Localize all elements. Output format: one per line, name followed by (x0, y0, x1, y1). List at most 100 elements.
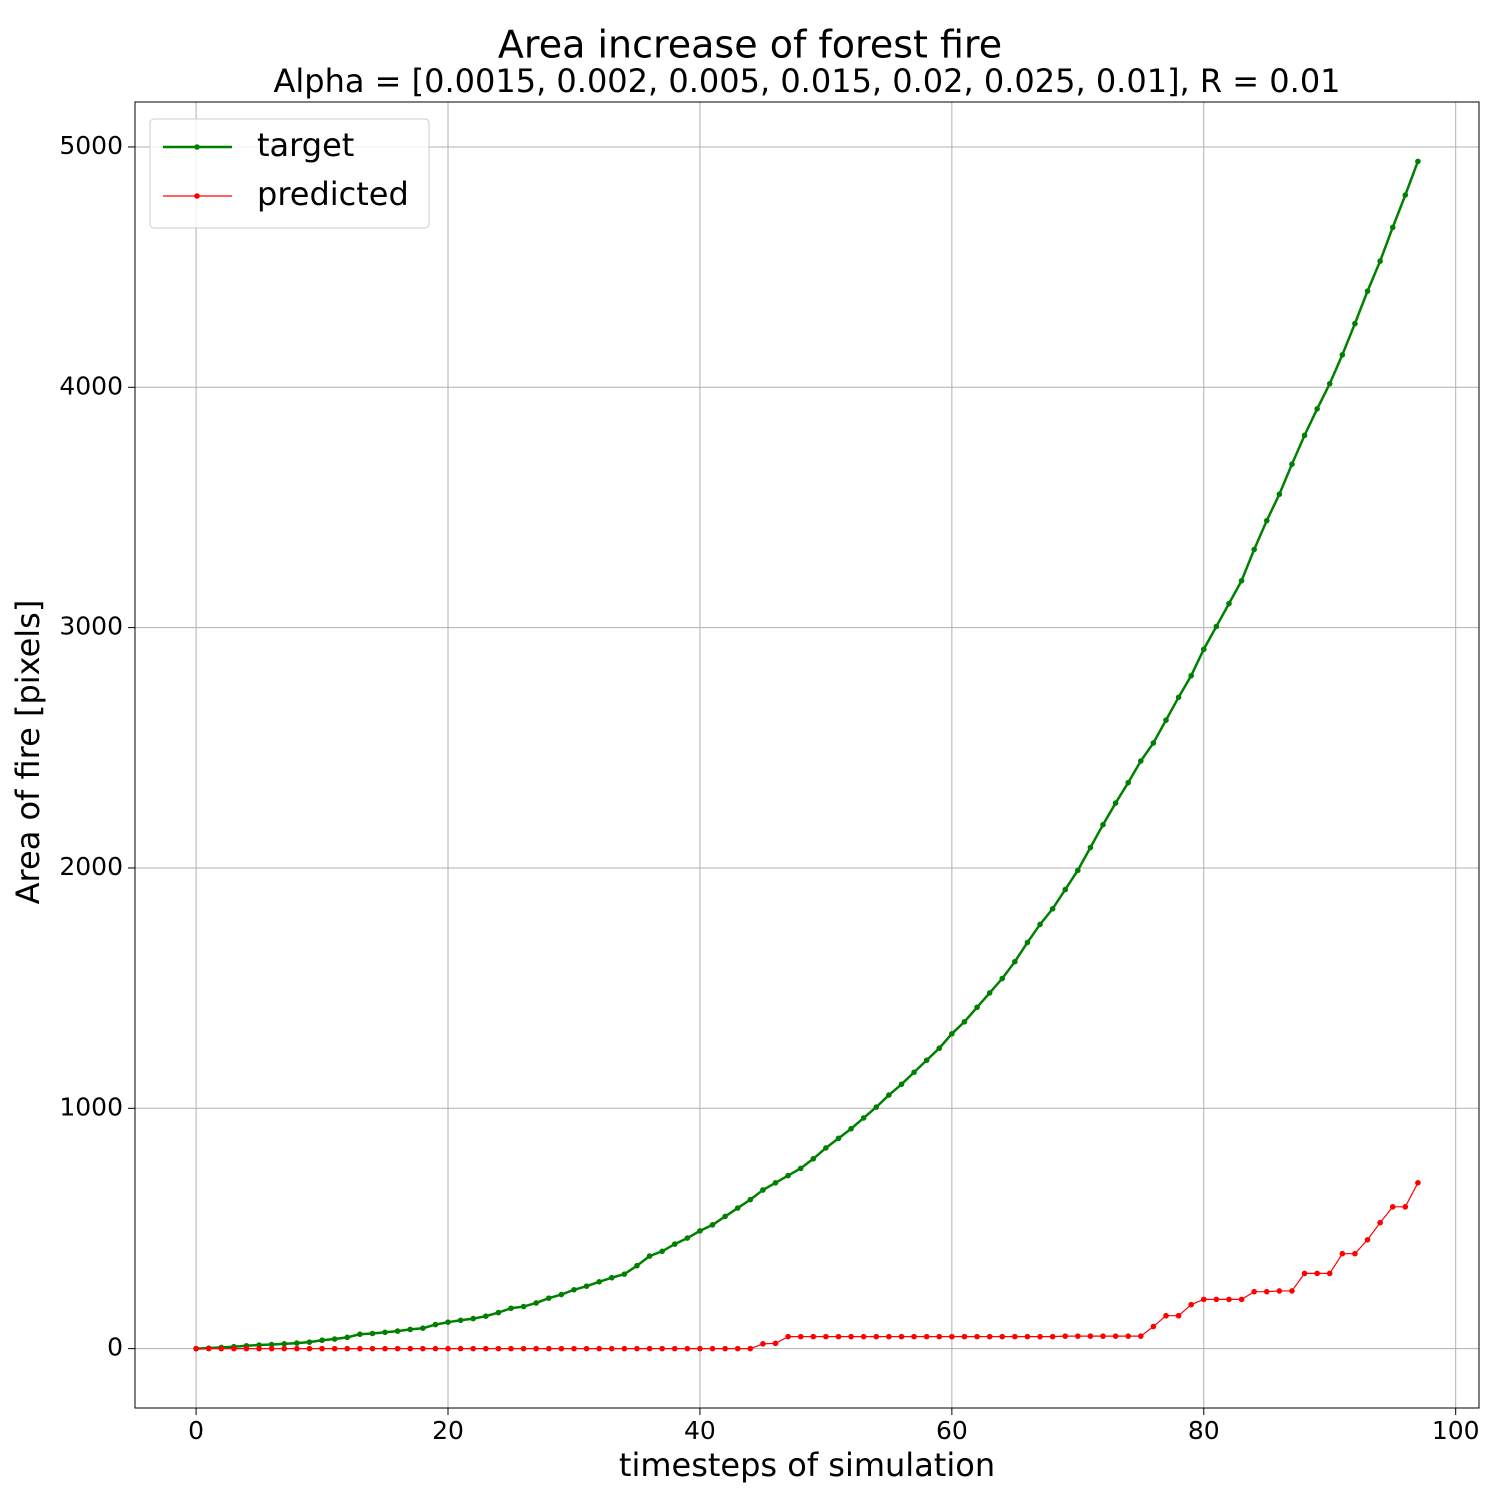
legend-marker (194, 144, 200, 150)
data-point (671, 1241, 678, 1247)
data-point (810, 1333, 817, 1340)
data-point (331, 1336, 338, 1342)
data-point (1188, 672, 1194, 679)
data-point (1339, 1250, 1346, 1257)
y-axis-label: Area of fire [pixels] (9, 600, 47, 905)
data-point (898, 1081, 905, 1088)
chart-subtitle: Alpha = [0.0015, 0.002, 0.005, 0.015, 0.… (273, 62, 1340, 100)
data-point (1100, 821, 1106, 828)
data-point (1024, 939, 1031, 946)
data-point (268, 1345, 275, 1352)
data-point (1125, 1333, 1131, 1339)
data-point (1251, 546, 1257, 553)
data-point (394, 1345, 401, 1352)
data-point (1364, 288, 1371, 294)
data-point (608, 1274, 615, 1281)
data-point (1112, 1333, 1119, 1339)
data-point (508, 1345, 514, 1352)
data-point (445, 1345, 451, 1352)
data-point (508, 1305, 514, 1312)
y-tick-label: 4000 (59, 371, 123, 400)
data-point (1389, 224, 1396, 231)
data-point (520, 1345, 527, 1352)
data-point (1037, 1333, 1043, 1340)
data-point (407, 1345, 414, 1352)
data-point (306, 1345, 313, 1352)
data-point (684, 1345, 691, 1352)
data-point (898, 1333, 905, 1340)
data-point (949, 1030, 955, 1037)
data-point (470, 1315, 477, 1322)
data-point (1364, 1236, 1371, 1243)
data-point (596, 1345, 602, 1352)
data-point (911, 1333, 917, 1340)
x-tick-label: 80 (1188, 1416, 1220, 1445)
data-point (1377, 1219, 1383, 1226)
data-point (1276, 491, 1283, 498)
data-point (470, 1345, 477, 1352)
data-point (1213, 623, 1220, 630)
data-point (432, 1321, 439, 1328)
data-point (835, 1333, 842, 1340)
data-point (1326, 1270, 1333, 1277)
data-point (294, 1340, 300, 1346)
data-point (936, 1045, 943, 1052)
data-point (810, 1155, 817, 1162)
data-point (760, 1341, 766, 1347)
data-point (1352, 1250, 1358, 1257)
data-point (760, 1187, 766, 1193)
y-tick-label: 3000 (59, 612, 123, 641)
data-point (1263, 517, 1270, 524)
data-point (294, 1345, 300, 1352)
data-point (231, 1345, 237, 1352)
data-point (734, 1205, 741, 1211)
data-point (1163, 717, 1169, 723)
data-point (483, 1345, 489, 1352)
data-point (634, 1345, 640, 1352)
data-point (646, 1253, 653, 1259)
data-point (1125, 779, 1131, 786)
data-point (357, 1345, 363, 1352)
data-point (1263, 1288, 1270, 1295)
data-point (747, 1345, 754, 1352)
data-point (1314, 406, 1320, 412)
data-point (1301, 1270, 1308, 1277)
data-point (1415, 158, 1421, 165)
data-point (886, 1333, 892, 1340)
data-point (1087, 844, 1094, 851)
data-point (1150, 740, 1157, 746)
data-point (1137, 758, 1144, 764)
data-point (483, 1313, 489, 1319)
data-point (382, 1345, 388, 1352)
legend-label: target (257, 126, 354, 164)
data-point (961, 1018, 968, 1025)
data-point (495, 1345, 502, 1352)
data-point (621, 1271, 628, 1277)
data-point (369, 1345, 376, 1352)
data-point (709, 1345, 716, 1352)
data-point (256, 1345, 262, 1352)
data-point (785, 1172, 791, 1179)
data-point (1314, 1270, 1320, 1277)
data-point (848, 1333, 854, 1340)
data-point (1352, 320, 1358, 327)
data-point (457, 1345, 464, 1352)
data-point (860, 1115, 867, 1121)
data-point (797, 1165, 804, 1172)
data-point (1163, 1312, 1169, 1319)
data-point (1377, 258, 1383, 264)
data-point (1075, 867, 1081, 874)
data-point (205, 1345, 212, 1352)
data-point (1289, 461, 1295, 467)
data-point (382, 1329, 388, 1336)
legend-label: predicted (257, 175, 409, 213)
data-point (961, 1333, 968, 1340)
data-point (923, 1057, 930, 1064)
data-point (608, 1345, 615, 1352)
data-point (545, 1345, 552, 1352)
legend: target predicted (149, 118, 430, 229)
data-point (558, 1291, 565, 1298)
data-point (860, 1333, 867, 1340)
data-point (1213, 1296, 1220, 1303)
